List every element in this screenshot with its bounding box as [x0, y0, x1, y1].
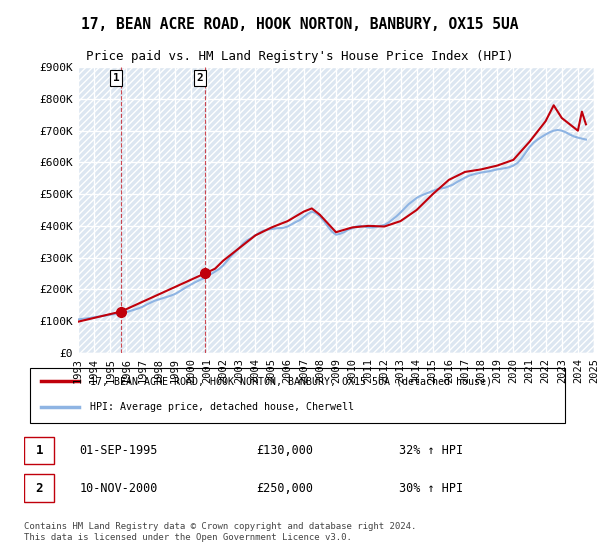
Text: 01-SEP-1995: 01-SEP-1995: [79, 444, 158, 457]
Text: 17, BEAN ACRE ROAD, HOOK NORTON, BANBURY, OX15 5UA: 17, BEAN ACRE ROAD, HOOK NORTON, BANBURY…: [81, 17, 519, 32]
Text: HPI: Average price, detached house, Cherwell: HPI: Average price, detached house, Cher…: [90, 402, 354, 412]
Text: 10-NOV-2000: 10-NOV-2000: [79, 482, 158, 494]
Text: 17, BEAN ACRE ROAD, HOOK NORTON, BANBURY, OX15 5UA (detached house): 17, BEAN ACRE ROAD, HOOK NORTON, BANBURY…: [90, 376, 492, 386]
Text: 30% ↑ HPI: 30% ↑ HPI: [400, 482, 463, 494]
FancyBboxPatch shape: [24, 437, 55, 464]
Text: £130,000: £130,000: [256, 444, 313, 457]
Text: 2: 2: [197, 73, 203, 83]
Text: 32% ↑ HPI: 32% ↑ HPI: [400, 444, 463, 457]
Text: 2: 2: [36, 482, 43, 494]
FancyBboxPatch shape: [29, 368, 565, 422]
Text: Contains HM Land Registry data © Crown copyright and database right 2024.
This d: Contains HM Land Registry data © Crown c…: [24, 522, 416, 542]
FancyBboxPatch shape: [24, 474, 55, 502]
Text: 1: 1: [36, 444, 43, 457]
Text: £250,000: £250,000: [256, 482, 313, 494]
Text: Price paid vs. HM Land Registry's House Price Index (HPI): Price paid vs. HM Land Registry's House …: [86, 50, 514, 63]
Text: 1: 1: [113, 73, 119, 83]
Bar: [78, 67, 594, 353]
